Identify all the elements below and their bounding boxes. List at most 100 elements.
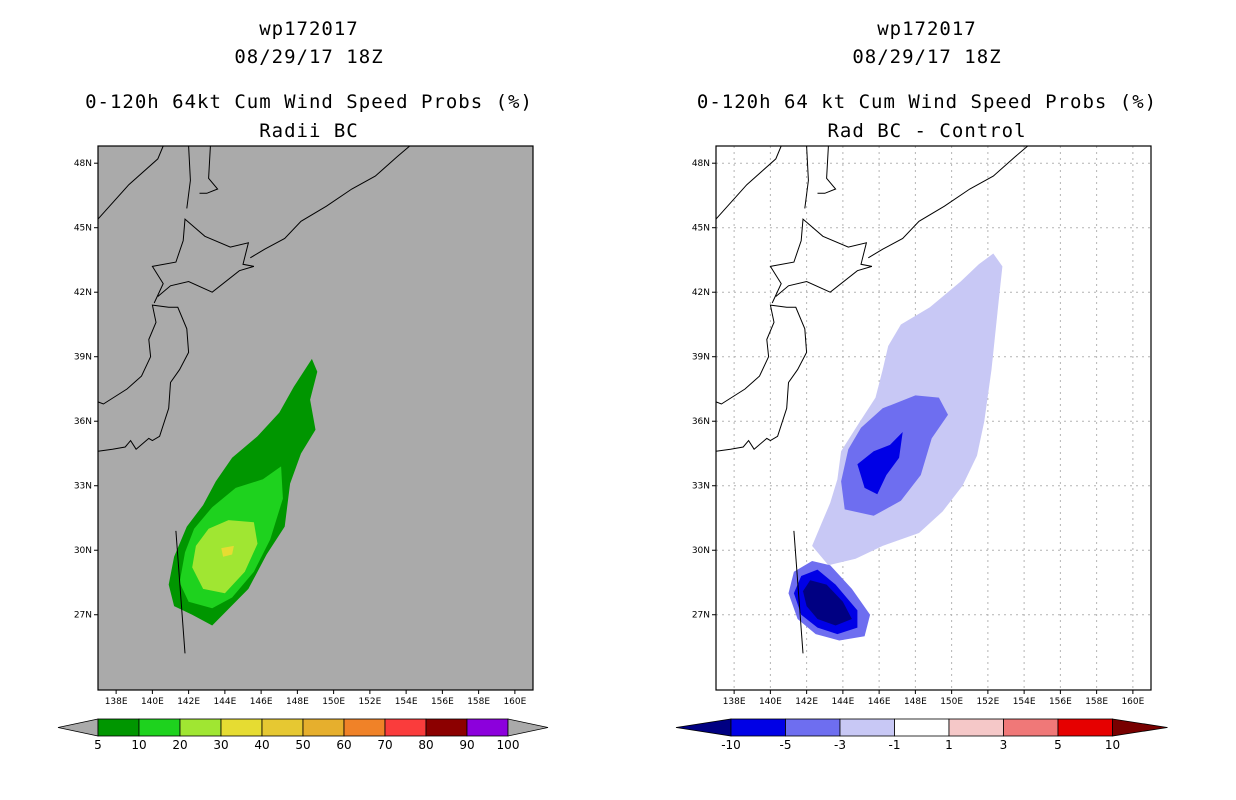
colorbar-swatch xyxy=(894,718,950,737)
x-tick-label: 152E xyxy=(976,697,999,707)
colorbar-swatch xyxy=(1003,718,1059,737)
colorbar-label: 10 xyxy=(1105,738,1120,752)
colorbar-swatch xyxy=(179,718,222,737)
colorbar-label: -5 xyxy=(780,738,792,752)
x-tick-label: 154E xyxy=(395,697,418,707)
coastline-4 xyxy=(817,145,837,194)
x-tick-label: 156E xyxy=(1049,697,1072,707)
x-tick-label: 158E xyxy=(467,697,490,707)
y-tick-label: 45N xyxy=(74,224,92,234)
coastline-4 xyxy=(199,145,219,194)
x-tick-label: 152E xyxy=(358,697,381,707)
y-tick-label: 48N xyxy=(692,159,710,169)
colorbar-swatch xyxy=(261,718,304,737)
x-tick-label: 158E xyxy=(1085,697,1108,707)
coastline-3 xyxy=(186,145,191,209)
y-tick-label: 39N xyxy=(692,353,710,363)
plot-frame xyxy=(97,145,534,691)
left-map: 138E 140E 142E 144E 146E 148E 150E 152E 154E 156E… xyxy=(57,145,549,752)
coastline-3 xyxy=(804,145,809,209)
y-tick-label: 39N xyxy=(74,353,92,363)
right-panel: wp172017 08/29/17 18Z 0-120h 64 kt Cum W… xyxy=(618,0,1236,800)
colorbar-high-arrow xyxy=(507,718,549,737)
y-tick-label: 42N xyxy=(692,288,710,298)
coastline-1 xyxy=(715,304,808,452)
x-tick-label: 148E xyxy=(286,697,309,707)
colorbar-label: 1 xyxy=(945,738,953,752)
colorbar-swatch xyxy=(384,718,427,737)
colorbar-label: 100 xyxy=(497,738,520,752)
x-tick-label: 150E xyxy=(940,697,963,707)
coastline-6 xyxy=(868,145,1029,259)
x-tick-label: 138E xyxy=(105,697,128,707)
coastline-5 xyxy=(97,145,164,220)
colorbar-label: 10 xyxy=(131,738,146,752)
left-storm-id: wp172017 xyxy=(259,18,359,40)
colorbar-label: 80 xyxy=(418,738,433,752)
x-tick-label: 140E xyxy=(759,697,782,707)
y-tick-label: 42N xyxy=(74,288,92,298)
x-tick-label: 144E xyxy=(213,697,236,707)
colorbar-label: 40 xyxy=(254,738,269,752)
colorbar-swatch xyxy=(1057,718,1113,737)
colorbar-swatch xyxy=(466,718,509,737)
right-chart-subtitle: Rad BC - Control xyxy=(827,120,1027,142)
colorbar-label: 70 xyxy=(377,738,392,752)
left-panel: wp172017 08/29/17 18Z 0-120h 64kt Cum Wi… xyxy=(57,18,549,752)
colorbar-swatch xyxy=(839,718,895,737)
colorbar-swatch xyxy=(302,718,345,737)
x-tick-label: 138E xyxy=(723,697,746,707)
y-tick-label: 30N xyxy=(74,546,92,556)
right-chart-title: 0-120h 64 kt Cum Wind Speed Probs (%) xyxy=(696,91,1158,113)
x-tick-label: 160E xyxy=(503,697,526,707)
y-tick-label: 33N xyxy=(692,482,710,492)
y-tick-label: 33N xyxy=(74,482,92,492)
left-chart-title: 0-120h 64kt Cum Wind Speed Probs (%) xyxy=(85,91,533,113)
x-tick-label: 146E xyxy=(250,697,273,707)
colorbar-swatch xyxy=(425,718,468,737)
y-tick-label: 36N xyxy=(692,417,710,427)
colorbar-swatch xyxy=(785,718,841,737)
plot-area xyxy=(98,146,533,690)
colorbar-high-arrow xyxy=(1112,718,1168,737)
contour-4 xyxy=(221,545,234,557)
colorbar-label: -3 xyxy=(834,738,846,752)
colorbar-label: 90 xyxy=(459,738,474,752)
contour-6 xyxy=(803,580,852,626)
x-tick-label: 154E xyxy=(1013,697,1036,707)
y-tick-label: 36N xyxy=(74,417,92,427)
right-datetime: 08/29/17 18Z xyxy=(852,46,1002,68)
contour-3 xyxy=(192,520,258,594)
colorbar-swatch xyxy=(220,718,263,737)
coastline-2 xyxy=(769,218,873,304)
contour-3 xyxy=(857,432,903,495)
coastline-7 xyxy=(175,530,186,654)
x-tick-label: 160E xyxy=(1121,697,1144,707)
coastline-2 xyxy=(151,218,255,304)
colorbar-swatch xyxy=(97,718,140,737)
colorbar-swatch xyxy=(730,718,786,737)
colorbar-label: 60 xyxy=(336,738,351,752)
y-tick-label: 30N xyxy=(692,546,710,556)
right-storm-id: wp172017 xyxy=(877,18,977,40)
colorbar-swatch xyxy=(343,718,386,737)
colorbar-low-arrow xyxy=(57,718,99,737)
colorbar-label: 3 xyxy=(1000,738,1008,752)
left-datetime: 08/29/17 18Z xyxy=(234,46,384,68)
coastline-5 xyxy=(715,145,782,220)
coastline-6 xyxy=(250,145,411,259)
x-tick-label: 140E xyxy=(141,697,164,707)
y-tick-label: 27N xyxy=(692,611,710,621)
colorbar-label: 30 xyxy=(213,738,228,752)
x-tick-label: 142E xyxy=(177,697,200,707)
x-tick-label: 142E xyxy=(795,697,818,707)
x-tick-label: 144E xyxy=(831,697,854,707)
colorbar-label: 50 xyxy=(295,738,310,752)
colorbar-swatch xyxy=(948,718,1004,737)
left-chart-subtitle: Radii BC xyxy=(259,120,359,142)
colorbar-label: 5 xyxy=(1054,738,1062,752)
x-tick-label: 156E xyxy=(431,697,454,707)
y-tick-label: 27N xyxy=(74,611,92,621)
colorbar-swatch xyxy=(138,718,181,737)
x-tick-label: 150E xyxy=(322,697,345,707)
